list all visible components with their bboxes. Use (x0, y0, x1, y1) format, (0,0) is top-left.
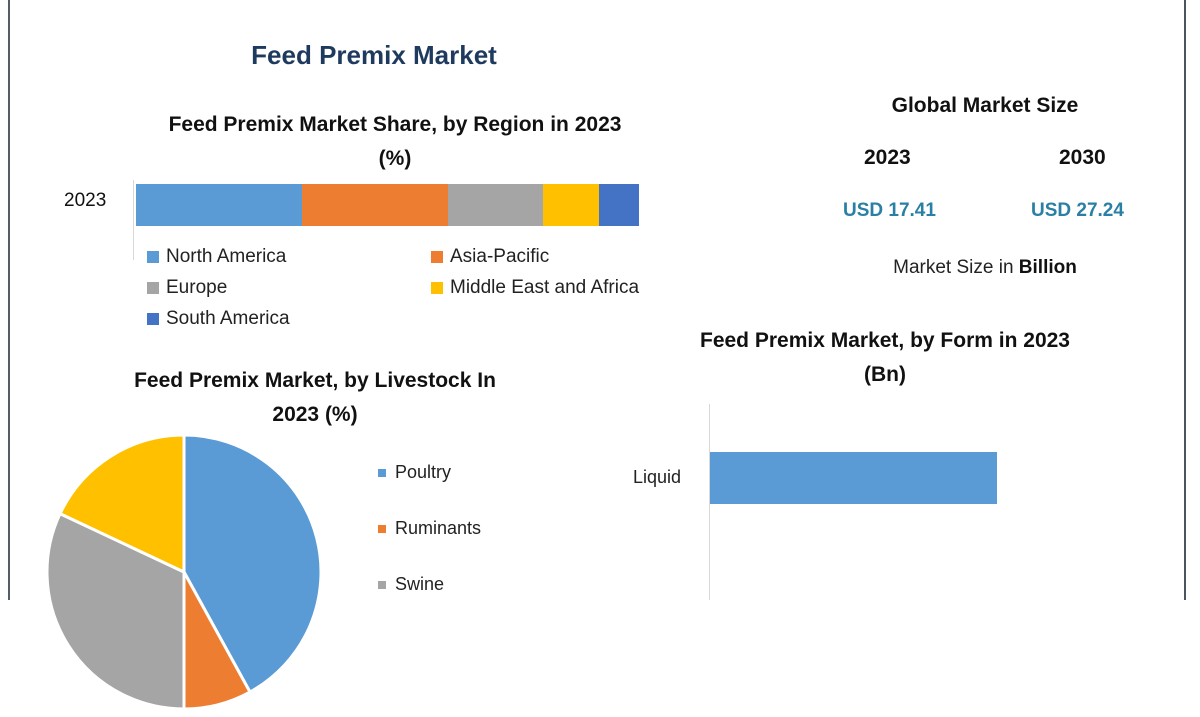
bar-segment-south-america (598, 184, 639, 226)
legend-item-asia-pacific: Asia-Pacific (431, 246, 549, 268)
page-title: Feed Premix Market (251, 40, 497, 70)
livestock-chart-title-line1: Feed Premix Market, by Livestock In (134, 369, 496, 392)
region-chart-title-line1: Feed Premix Market Share, by Region in 2… (168, 113, 622, 136)
legend-label: Middle East and Africa (450, 277, 640, 298)
region-legend: North America Asia-Pacific Europe Middle Ea… (147, 246, 687, 338)
form-axis-line (709, 404, 710, 600)
legend-swatch (378, 524, 386, 533)
legend-swatch (147, 251, 159, 263)
legend-item-swine: Swine (378, 574, 444, 595)
year-2030-label: 2030 (1059, 146, 1106, 169)
legend-item-europe: Europe (147, 277, 227, 299)
region-chart-title: Feed Premix Market Share, by Region in 2… (130, 108, 660, 176)
year-2023-label: 2023 (864, 146, 911, 169)
legend-swatch (431, 282, 443, 294)
form-bar-liquid (710, 452, 997, 504)
legend-item-middle-east-and-africa: Middle East and Africa (431, 277, 639, 299)
note-prefix: Market Size in (893, 257, 1019, 278)
legend-item-south-america: South America (147, 308, 290, 330)
livestock-pie-chart (44, 432, 324, 712)
legend-label: Ruminants (395, 518, 482, 538)
global-market-size-title: Global Market Size (891, 94, 1079, 117)
frame-left-border (8, 0, 10, 600)
form-chart-title: Feed Premix Market, by Form in 2023 (Bn) (660, 324, 1110, 392)
note-unit: Billion (1018, 257, 1077, 278)
legend-label: Asia-Pacific (450, 246, 550, 267)
bar-segment-asia-pacific (301, 184, 448, 226)
legend-label: South America (166, 308, 290, 329)
legend-label: Swine (395, 574, 445, 594)
region-chart-title-line2: (%) (378, 147, 412, 170)
form-chart-title-line1: Feed Premix Market, by Form in 2023 (700, 329, 1070, 352)
region-stacked-bar (136, 184, 639, 226)
value-2030: USD 27.24 (1031, 200, 1124, 221)
legend-label: Poultry (395, 462, 452, 482)
legend-swatch (431, 251, 443, 263)
legend-swatch (378, 468, 386, 477)
legend-item-north-america: North America (147, 246, 286, 268)
value-2023: USD 17.41 (843, 200, 936, 221)
livestock-chart-title-line2: 2023 (%) (272, 403, 358, 426)
legend-label: Europe (166, 277, 228, 298)
bar-segment-europe (447, 184, 544, 226)
bar-segment-north-america (136, 184, 302, 226)
livestock-chart-title: Feed Premix Market, by Livestock In 2023… (100, 364, 530, 432)
frame-right-border (1184, 0, 1186, 600)
legend-swatch (378, 580, 386, 589)
legend-item-ruminants: Ruminants (378, 518, 481, 539)
region-category-label: 2023 (64, 190, 107, 211)
form-chart-title-line2: (Bn) (864, 363, 906, 386)
form-category-label: Liquid (633, 467, 682, 487)
legend-swatch (147, 313, 159, 325)
legend-label: North America (166, 246, 287, 267)
region-axis-line (133, 180, 134, 260)
market-size-note: Market Size in Billion (850, 257, 1120, 279)
legend-item-poultry: Poultry (378, 462, 451, 483)
legend-swatch (147, 282, 159, 294)
pie-slice-others (58, 433, 186, 575)
bar-segment-middle-east-and-africa (543, 184, 599, 226)
